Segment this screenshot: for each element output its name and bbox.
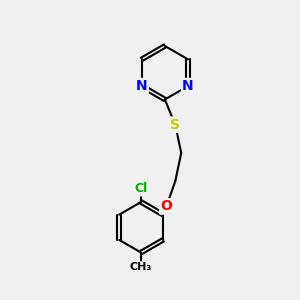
Text: CH₃: CH₃ — [130, 262, 152, 272]
Text: Cl: Cl — [134, 182, 148, 195]
Text: S: S — [170, 118, 180, 132]
Text: N: N — [136, 79, 148, 93]
Text: N: N — [182, 79, 194, 93]
Text: O: O — [160, 200, 172, 214]
